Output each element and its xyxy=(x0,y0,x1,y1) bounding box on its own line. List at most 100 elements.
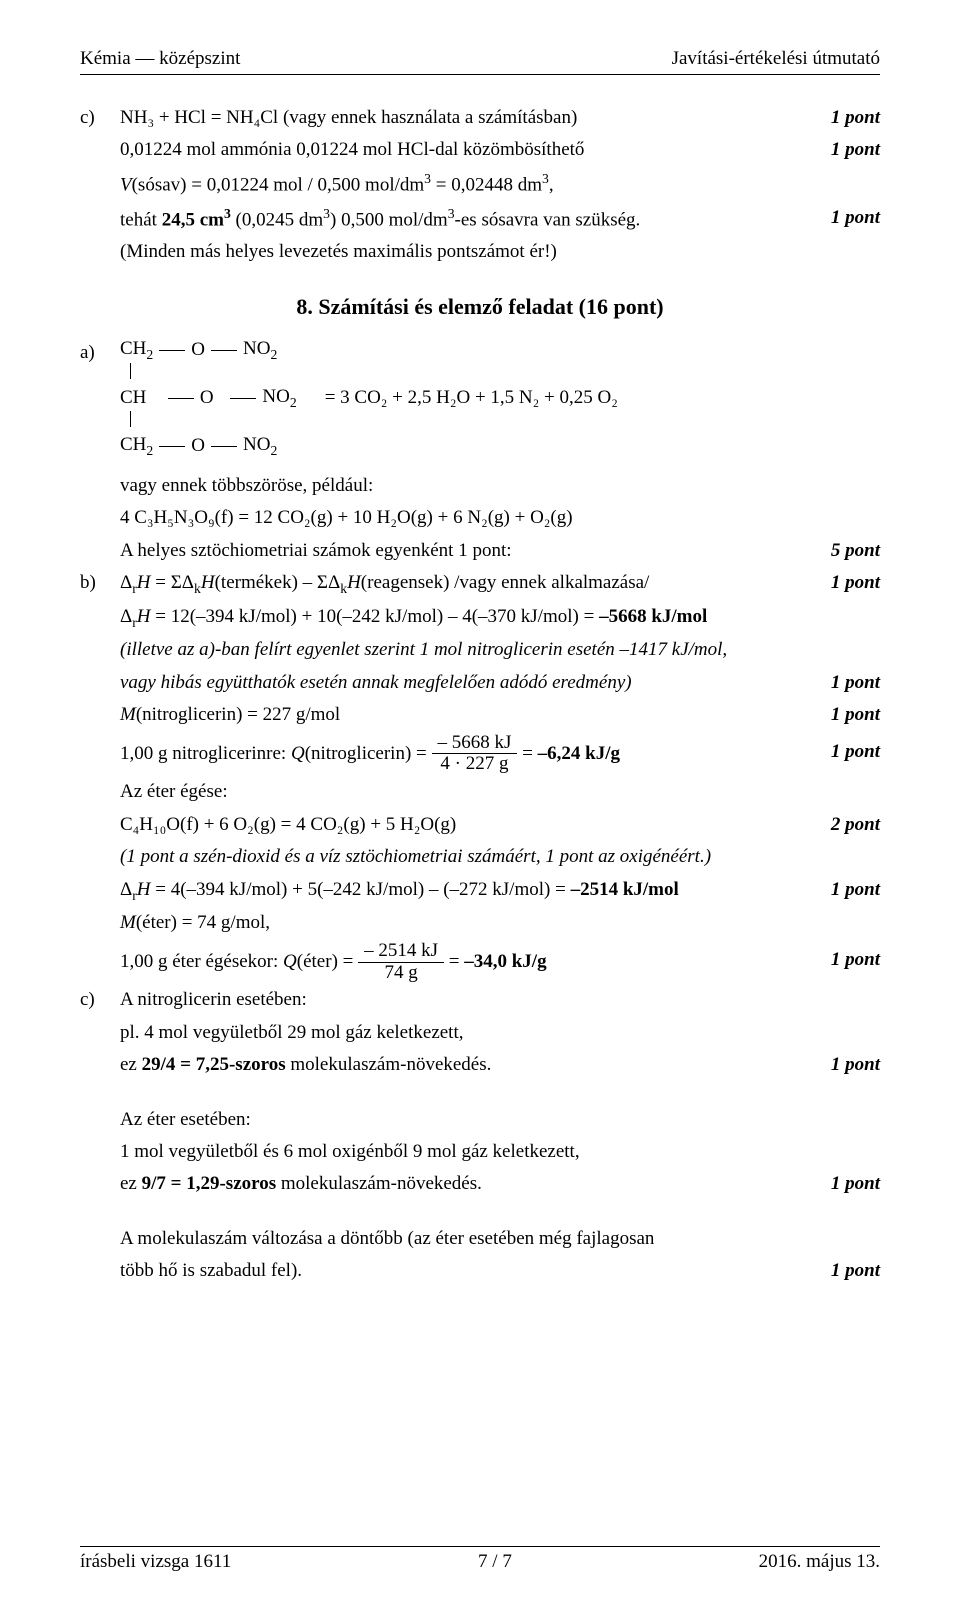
t: –5668 kJ/mol xyxy=(599,606,707,627)
den: 74 g xyxy=(358,963,444,984)
t: (termékek) – ΣΔ xyxy=(215,572,341,593)
t: Q xyxy=(291,742,305,763)
t: H xyxy=(347,572,361,593)
t: (nitroglicerin) = 227 g/mol xyxy=(136,704,340,725)
t: ez xyxy=(120,1054,142,1075)
t: molekulaszám-növekedés. xyxy=(290,1054,491,1075)
label-a: a) xyxy=(80,338,120,368)
t: 1 mol vegyületből és 6 mol oxigénből 9 m… xyxy=(120,1141,580,1162)
t: C₄H₁₀O(f) + 6 O₂(g) = 4 CO₂(g) + 5 H₂O(g… xyxy=(120,814,456,835)
pts: 1 pont xyxy=(811,103,880,133)
t: H xyxy=(201,572,215,593)
pts: 1 pont xyxy=(811,1050,880,1080)
pts: 2 pont xyxy=(811,810,880,840)
label-c2: c) xyxy=(80,985,120,1015)
no: NO xyxy=(243,338,270,359)
t: molekulaszám-növekedés. xyxy=(281,1173,482,1194)
t: 1,00 g nitroglicerinre: xyxy=(120,742,291,763)
t: ez xyxy=(120,1173,142,1194)
pts: 1 pont xyxy=(811,668,880,698)
p7c-l5: (Minden más helyes levezetés maximális p… xyxy=(120,241,557,262)
o: O xyxy=(191,339,205,362)
t8a-l3: A helyes sztöchiometriai számok egyenkén… xyxy=(120,540,512,561)
pts: 1 pont xyxy=(811,1169,880,1199)
footer: írásbeli vizsga 1611 7 / 7 2016. május 1… xyxy=(80,1546,880,1573)
task8-a: a) CH2ONO2 CH O NO2 CH2ONO2 = 3 CO₂ + 2,… xyxy=(80,338,880,1289)
structure: CH2ONO2 CH O NO2 CH2ONO2 xyxy=(120,338,297,459)
no: NO xyxy=(243,434,270,455)
t: Δ xyxy=(120,879,132,900)
t: = ΣΔ xyxy=(151,572,195,593)
pts: 1 pont xyxy=(811,941,880,979)
o: O xyxy=(191,435,205,458)
p7c-l4c: (0,0245 dm xyxy=(231,209,323,230)
t: (illetve az a)-ban felírt egyenlet szeri… xyxy=(120,639,727,660)
header-right: Javítási-értékelési útmutató xyxy=(672,48,880,70)
t: M xyxy=(120,912,136,933)
t: –6,24 kJ/g xyxy=(538,742,620,763)
header: Kémia — középszint Javítási-értékelési ú… xyxy=(80,48,880,70)
num: – 2514 kJ xyxy=(358,941,444,963)
p7c-l1: NH₃ + HCl = NH₄Cl (vagy ennek használata… xyxy=(120,107,577,128)
o: O xyxy=(200,387,214,410)
t: Δ xyxy=(120,606,132,627)
ch: CH xyxy=(120,338,146,359)
footer-right: 2016. május 13. xyxy=(759,1551,880,1573)
t: = xyxy=(522,742,537,763)
pts: 1 pont xyxy=(811,568,880,598)
t: = 12(–394 kJ/mol) + 10(–242 kJ/mol) – 4(… xyxy=(151,606,600,627)
equation-right: = 3 CO₂ + 2,5 H₂O + 1,5 N₂ + 0,25 O₂ xyxy=(325,383,618,413)
pts: 1 pont xyxy=(811,733,880,771)
p7c-l3b: (sósav) = 0,01224 mol / 0,500 mol/dm xyxy=(132,174,425,195)
t: H xyxy=(137,606,151,627)
no: NO xyxy=(262,386,289,407)
t: 29/4 = 7,25-szoros xyxy=(142,1054,291,1075)
p7c-l3c: = 0,02448 dm xyxy=(431,174,542,195)
t: 9/7 = 1,29-szoros xyxy=(142,1173,281,1194)
pts: 1 pont xyxy=(811,1256,880,1286)
t: (nitroglicerin) = xyxy=(305,742,432,763)
t: több hő is szabadul fel). xyxy=(120,1260,302,1281)
pts: 1 pont xyxy=(811,700,880,730)
num: – 5668 kJ xyxy=(432,733,518,755)
t: Q xyxy=(283,950,297,971)
t: = xyxy=(449,950,464,971)
t: Az éter esetében: xyxy=(120,1109,251,1130)
t8a-l2: 4 C₃H₅N₃O₉(f) = 12 CO₂(g) + 10 H₂O(g) + … xyxy=(120,507,573,528)
header-left: Kémia — középszint xyxy=(80,48,240,70)
p7c-l4d: ) 0,500 mol/dm xyxy=(330,209,448,230)
ch: CH xyxy=(120,434,146,455)
t: –2514 kJ/mol xyxy=(571,879,679,900)
p7c-l2: 0,01224 mol ammónia 0,01224 mol HCl-dal … xyxy=(120,139,584,160)
t: A nitroglicerin esetében: xyxy=(120,989,307,1010)
t: H xyxy=(137,572,151,593)
ch: CH xyxy=(120,387,146,408)
t: pl. 4 mol vegyületből 29 mol gáz keletke… xyxy=(120,1022,464,1043)
problem-7c: c) NH₃ + HCl = NH₄Cl (vagy ennek használ… xyxy=(80,103,880,270)
page: Kémia — középszint Javítási-értékelési ú… xyxy=(0,0,960,1613)
label-c: c) xyxy=(80,103,120,133)
pts: 5 pont xyxy=(811,536,880,566)
t8a-l1: vagy ennek többszöröse, például: xyxy=(120,475,373,496)
header-divider xyxy=(80,74,880,75)
p7c-l4a: tehát xyxy=(120,209,162,230)
t: H xyxy=(137,879,151,900)
footer-left: írásbeli vizsga 1611 xyxy=(80,1551,231,1573)
t: 1,00 g éter égésekor: xyxy=(120,950,283,971)
t: Δ xyxy=(120,572,132,593)
t: M xyxy=(120,704,136,725)
fraction: – 2514 kJ74 g xyxy=(358,941,444,984)
t: = 4(–394 kJ/mol) + 5(–242 kJ/mol) – (–27… xyxy=(151,879,571,900)
t: (éter) = xyxy=(297,950,358,971)
footer-center: 7 / 7 xyxy=(478,1551,512,1573)
den: 4 · 227 g xyxy=(432,754,518,775)
p7c-l3a: V xyxy=(120,174,132,195)
p7c-l4e: -es sósavra van szükség. xyxy=(455,209,641,230)
pts: 1 pont xyxy=(811,203,880,233)
t: vagy hibás együtthatók esetén annak megf… xyxy=(120,672,632,693)
label-b: b) xyxy=(80,568,120,598)
pts: 1 pont xyxy=(811,135,880,165)
t: (reagensek) /vagy ennek alkalmazása/ xyxy=(361,572,650,593)
p7c-l4b: 24,5 cm xyxy=(162,209,224,230)
pts: 1 pont xyxy=(811,875,880,905)
